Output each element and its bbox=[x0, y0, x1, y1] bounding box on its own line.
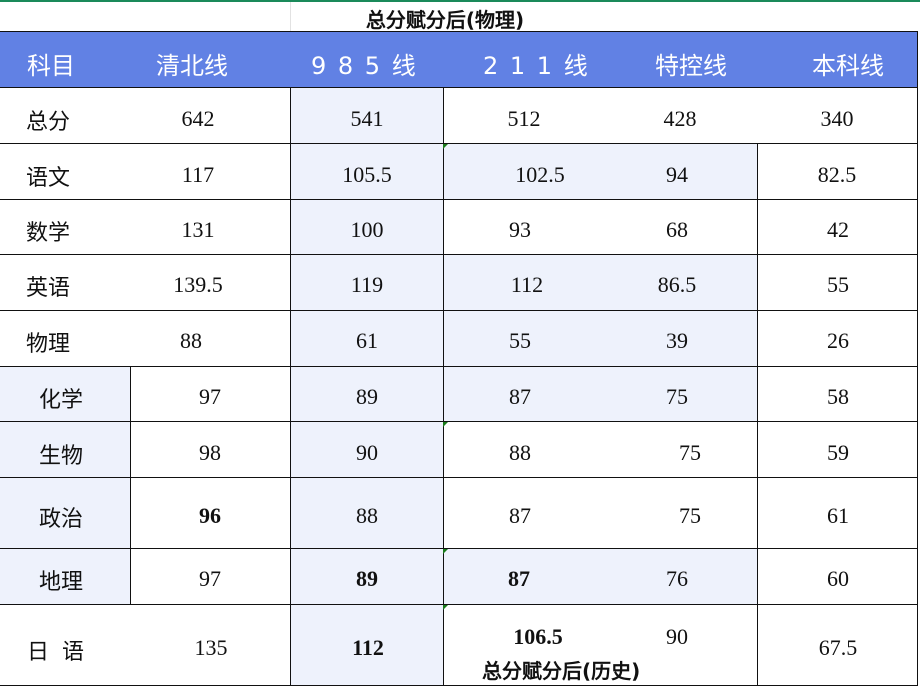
value-cell: 340 bbox=[820, 106, 854, 131]
subject-cell: 生物 bbox=[39, 444, 84, 469]
subject-cell: 英语 bbox=[26, 276, 71, 301]
value-cell: 105.5 bbox=[342, 162, 392, 187]
value-cell: 428 bbox=[663, 106, 697, 131]
value-cell: 98 bbox=[199, 440, 221, 465]
value-cell: 67.5 bbox=[818, 635, 858, 660]
value-cell: 39 bbox=[666, 328, 688, 353]
top-border-line bbox=[0, 0, 920, 2]
value-cell: 90 bbox=[356, 440, 378, 465]
value-cell: 117 bbox=[181, 162, 215, 187]
value-cell: 59 bbox=[827, 440, 849, 465]
subject-cell: 政治 bbox=[39, 507, 84, 532]
value-cell: 90 bbox=[666, 624, 688, 649]
value-cell: 512 bbox=[507, 106, 541, 131]
value-cell: 75 bbox=[679, 440, 701, 465]
value-cell: 87 bbox=[508, 566, 530, 591]
value-cell: 112 bbox=[352, 635, 384, 660]
value-cell: 82.5 bbox=[817, 162, 857, 187]
value-cell: 58 bbox=[827, 384, 849, 409]
value-cell: 97 bbox=[199, 384, 221, 409]
value-cell: 55 bbox=[827, 272, 849, 297]
gridline bbox=[290, 2, 291, 31]
value-cell: 96 bbox=[199, 503, 221, 528]
value-cell: 87 bbox=[509, 384, 531, 409]
header-row: 科目 清北线 9 8 5 线 2 1 1 线 特控线 本科线 bbox=[0, 31, 918, 88]
value-cell: 139.5 bbox=[173, 272, 223, 297]
subject-cell: 物理 bbox=[26, 332, 71, 357]
subject-cell: 日 语 bbox=[27, 640, 84, 665]
shade bbox=[443, 548, 757, 604]
value-cell: 89 bbox=[356, 384, 378, 409]
value-cell: 102.5 bbox=[515, 162, 565, 187]
header-211: 2 1 1 线 bbox=[483, 52, 588, 80]
value-cell: 61 bbox=[356, 328, 378, 353]
value-cell: 86.5 bbox=[657, 272, 697, 297]
shade-985-column bbox=[290, 88, 443, 685]
header-subject: 科目 bbox=[27, 52, 75, 80]
value-cell: 131 bbox=[181, 217, 215, 242]
subject-cell: 化学 bbox=[39, 388, 84, 413]
header-qingbei: 清北线 bbox=[156, 52, 228, 80]
header-tekong: 特控线 bbox=[655, 52, 727, 80]
subject-cell: 语文 bbox=[26, 166, 71, 191]
value-cell: 88 bbox=[356, 503, 378, 528]
header-benke: 本科线 bbox=[812, 52, 884, 80]
subject-cell: 数学 bbox=[26, 221, 71, 246]
value-cell: 106.5 bbox=[513, 624, 563, 649]
subject-cell: 地理 bbox=[39, 570, 84, 595]
value-cell: 89 bbox=[356, 566, 378, 591]
value-cell: 88 bbox=[509, 440, 531, 465]
value-cell: 75 bbox=[666, 384, 688, 409]
value-cell: 87 bbox=[509, 503, 531, 528]
value-cell: 97 bbox=[199, 566, 221, 591]
value-cell: 94 bbox=[666, 162, 688, 187]
table-title: 总分赋分后(物理) bbox=[365, 8, 525, 32]
value-cell: 68 bbox=[666, 217, 688, 242]
history-title-overflow: 总分赋分后(历史) bbox=[482, 659, 641, 683]
value-cell: 75 bbox=[679, 503, 701, 528]
value-cell: 55 bbox=[509, 328, 531, 353]
value-cell: 119 bbox=[350, 272, 384, 297]
value-cell: 112 bbox=[510, 272, 544, 297]
value-cell: 93 bbox=[509, 217, 531, 242]
value-cell: 26 bbox=[827, 328, 849, 353]
value-cell: 42 bbox=[827, 217, 849, 242]
value-cell: 60 bbox=[827, 566, 849, 591]
subject-cell: 总分 bbox=[26, 110, 71, 135]
value-cell: 642 bbox=[181, 106, 215, 131]
shade bbox=[443, 143, 757, 199]
shade bbox=[443, 254, 757, 421]
value-cell: 61 bbox=[827, 503, 849, 528]
value-cell: 100 bbox=[350, 217, 384, 242]
value-cell: 541 bbox=[350, 106, 384, 131]
value-cell: 135 bbox=[194, 635, 228, 660]
shade-subject bbox=[0, 366, 130, 604]
value-cell: 88 bbox=[180, 328, 202, 353]
header-985: 9 8 5 线 bbox=[311, 52, 416, 80]
value-cell: 76 bbox=[666, 566, 688, 591]
